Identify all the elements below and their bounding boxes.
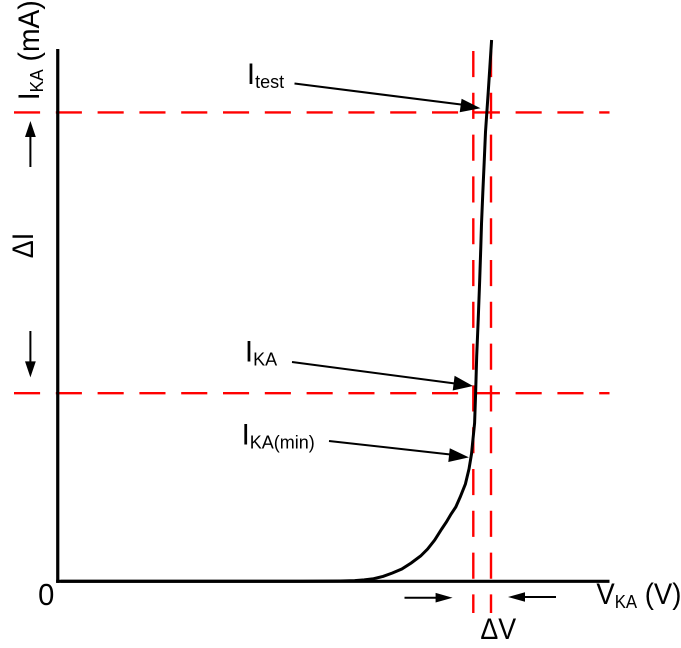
svg-text:VKA (V): VKA (V) bbox=[596, 578, 681, 612]
svg-text:IKA: IKA bbox=[245, 336, 277, 370]
svg-text:ΔV: ΔV bbox=[480, 613, 516, 646]
svg-text:ΔI: ΔI bbox=[7, 233, 40, 259]
svg-text:Itest: Itest bbox=[247, 58, 284, 92]
svg-text:IKA (mA): IKA (mA) bbox=[13, 0, 47, 100]
svg-text:0: 0 bbox=[38, 577, 54, 612]
svg-text:IKA(min): IKA(min) bbox=[242, 418, 315, 452]
